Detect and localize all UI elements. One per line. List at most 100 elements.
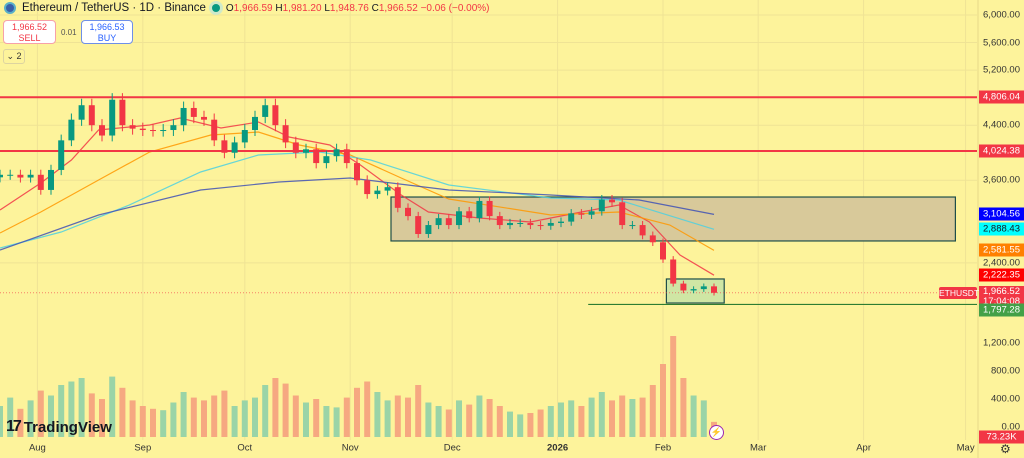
volume-bar xyxy=(17,408,24,437)
candle-body xyxy=(680,283,687,291)
volume-bar xyxy=(619,395,626,437)
candle-body xyxy=(7,174,14,176)
candle-body xyxy=(649,235,656,243)
tradingview-mark-icon: 17 xyxy=(6,418,22,435)
volume-bar xyxy=(221,390,228,437)
price-axis-label: 4,400.00 xyxy=(983,119,1020,131)
candle-body xyxy=(190,107,197,117)
lightning-icon[interactable]: ⚡ xyxy=(709,425,724,440)
candle-body xyxy=(629,225,636,227)
candle-body xyxy=(241,130,248,143)
candle-body xyxy=(150,130,156,132)
time-axis-label: Sep xyxy=(134,442,152,454)
symbol-title[interactable]: Ethereum / TetherUS · 1D · Binance xyxy=(22,2,206,14)
volume-bar xyxy=(88,393,95,437)
candle-body xyxy=(0,174,3,178)
time-axis-label: May xyxy=(956,442,975,454)
volume-bar xyxy=(629,399,636,437)
candle-body xyxy=(384,187,391,191)
ma20-price-tag: 2,222.35 xyxy=(979,268,1024,282)
candle-body xyxy=(456,211,462,226)
volume-bar xyxy=(119,387,126,437)
volume-bar xyxy=(180,392,187,437)
volume-bar xyxy=(7,397,14,437)
candle-body xyxy=(415,216,422,235)
last-price-value: 1,966.52 xyxy=(983,285,1020,297)
candle-body xyxy=(588,211,595,215)
candle-body xyxy=(445,218,452,226)
bar-countdown: 17:04:08 xyxy=(983,295,1020,307)
volume-bar xyxy=(496,406,503,437)
price-axis-label: 5,600.00 xyxy=(983,37,1020,49)
candle-body xyxy=(333,149,340,157)
candle-body xyxy=(27,174,34,178)
candle-body xyxy=(670,259,677,284)
volume-bar xyxy=(170,402,177,437)
candle-body xyxy=(507,222,513,226)
candle-body xyxy=(262,105,269,117)
volume-bar xyxy=(649,385,656,437)
volume-axis-label: 400.00 xyxy=(990,393,1020,405)
candle-body xyxy=(568,213,575,222)
candle-body xyxy=(231,142,238,153)
sell-button[interactable]: 1,966.52 SELL xyxy=(3,20,56,44)
volume-bar xyxy=(58,385,65,437)
candle-body xyxy=(690,289,697,291)
candle-body xyxy=(282,125,289,143)
candle-body xyxy=(639,225,646,236)
volume-bar xyxy=(201,400,207,437)
volume-bar xyxy=(333,407,340,437)
volume-bar xyxy=(435,406,442,437)
candle-body xyxy=(496,216,503,226)
volume-bar xyxy=(445,409,452,437)
time-axis-label: Oct xyxy=(237,442,253,454)
volume-bar xyxy=(639,397,646,437)
buy-button[interactable]: 1,966.53 BUY xyxy=(81,20,133,44)
candle-body xyxy=(425,225,432,235)
ma200-line xyxy=(0,177,715,251)
time-axis-label: 2026 xyxy=(547,442,569,454)
candle-body xyxy=(129,125,136,129)
candle-body xyxy=(405,207,411,217)
price-axis-label: 5,200.00 xyxy=(983,64,1020,76)
ma50-line xyxy=(0,131,715,251)
volume-bar xyxy=(527,413,534,437)
time-axis-label: Feb xyxy=(654,442,672,454)
candle-body xyxy=(88,105,95,126)
candle-body xyxy=(292,142,299,153)
time-axis-label: Mar xyxy=(750,442,767,454)
volume-bar xyxy=(660,364,666,437)
volume-bar xyxy=(374,392,381,437)
volume-bar xyxy=(558,402,564,437)
candle-body xyxy=(700,286,707,290)
tradingview-logo[interactable]: 17 TradingView xyxy=(6,418,112,436)
volume-bar xyxy=(537,409,544,437)
ma100-price-tag: 2,888.43 xyxy=(979,222,1024,236)
volume-bar xyxy=(211,395,218,437)
volume-bar xyxy=(68,381,75,437)
ma200-price-tag: 3,104.56 xyxy=(979,207,1024,221)
volume-bar xyxy=(507,411,513,437)
volume-bar xyxy=(99,399,105,437)
volume-bar xyxy=(150,408,156,437)
candle-body xyxy=(466,211,473,219)
candle-body xyxy=(252,116,258,131)
candle-body xyxy=(170,125,177,131)
candle-body xyxy=(476,200,483,219)
candle-body xyxy=(578,213,585,215)
candle-body xyxy=(517,222,524,224)
gear-icon[interactable]: ⚙ xyxy=(1000,442,1011,456)
price-axis-label: 6,000.00 xyxy=(983,9,1020,21)
volume-bar xyxy=(0,406,3,437)
candle-body xyxy=(486,200,493,217)
resistance-price-tag: 4,024.38 xyxy=(979,144,1024,158)
candle-body xyxy=(619,202,626,226)
candle-body xyxy=(17,174,24,178)
candle-body xyxy=(374,190,381,195)
candle-body xyxy=(527,222,534,226)
volume-bar xyxy=(272,378,279,437)
volume-bar xyxy=(456,400,462,437)
indicators-toggle-button[interactable]: ⌄ 2 xyxy=(3,49,25,64)
volume-bar xyxy=(547,406,554,437)
